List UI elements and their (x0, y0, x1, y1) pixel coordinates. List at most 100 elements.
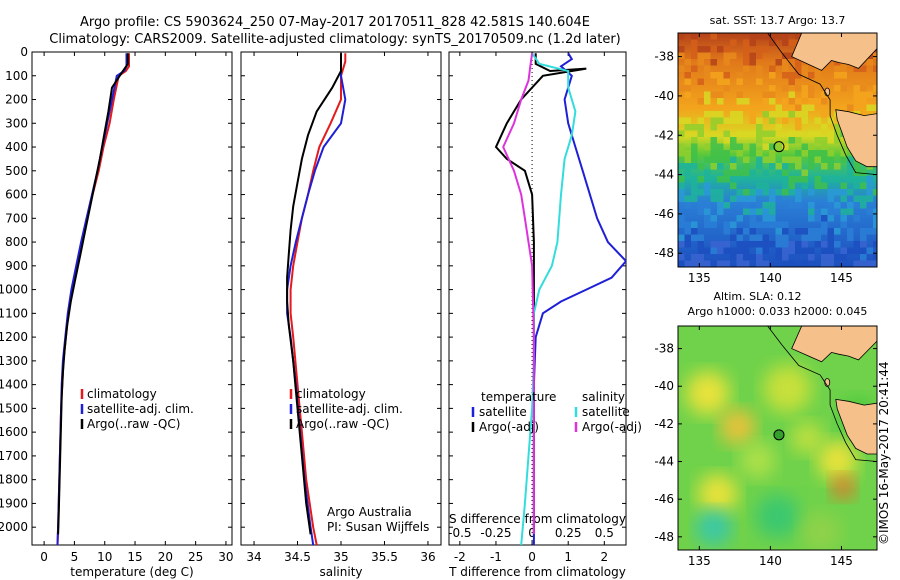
legend-label: Argo(..raw -QC) (296, 417, 389, 431)
sst-cell (782, 169, 789, 176)
sst-cell (769, 156, 776, 163)
sst-cell (736, 241, 743, 248)
sst-cell (795, 156, 802, 163)
sst-cell (873, 208, 877, 215)
sst-cell (691, 52, 698, 59)
y-tick-label: 900 (5, 259, 28, 273)
sst-cell (860, 228, 867, 235)
sst-cell (717, 91, 724, 98)
sst-cell (749, 215, 756, 222)
y-tick-label: 1400 (0, 378, 28, 392)
sst-cell (801, 228, 808, 235)
sst-cell (834, 163, 841, 170)
sst-cell (762, 260, 769, 267)
sst-cell (710, 46, 717, 53)
sst-cell (827, 260, 834, 267)
sla-subtitle: Argo h1000: 0.033 h2000: 0.045 (688, 305, 868, 318)
sst-cell (678, 117, 685, 124)
sst-cell (730, 195, 737, 202)
sst-cell (697, 202, 704, 209)
y-tick-label: 1000 (0, 283, 28, 297)
sst-cell (723, 176, 730, 183)
sst-cell (775, 104, 782, 111)
sst-cell (730, 143, 737, 150)
sst-cell (743, 260, 750, 267)
sst-cell (847, 247, 854, 254)
sla-blob (801, 512, 842, 550)
map-field (678, 33, 877, 267)
x-tick-label: 15 (127, 550, 142, 564)
sst-cell (710, 91, 717, 98)
sst-cell (762, 202, 769, 209)
sst-cell (723, 202, 730, 209)
sst-cell (762, 189, 769, 196)
sst-cell (723, 169, 730, 176)
sst-cell (782, 59, 789, 66)
sst-cell (684, 169, 691, 176)
sst-cell (710, 241, 717, 248)
sst-cell (769, 111, 776, 118)
sst-cell (756, 241, 763, 248)
sst-cell (710, 72, 717, 79)
sst-cell (684, 124, 691, 131)
sst-cell (847, 234, 854, 241)
sst-cell (853, 91, 860, 98)
sst-cell (795, 163, 802, 170)
sst-cell (762, 221, 769, 228)
sst-cell (730, 52, 737, 59)
sst-cell (743, 247, 750, 254)
sst-cell (808, 254, 815, 261)
map-x-tick-label: 135 (688, 271, 711, 285)
sst-cell (775, 247, 782, 254)
sst-cell (762, 234, 769, 241)
sst-cell (684, 234, 691, 241)
sst-cell (704, 111, 711, 118)
sst-cell (691, 156, 698, 163)
sst-cell (834, 85, 841, 92)
sst-cell (749, 143, 756, 150)
sst-cell (749, 111, 756, 118)
sst-cell (827, 137, 834, 144)
sst-cell (723, 52, 730, 59)
sst-cell (743, 104, 750, 111)
sst-cell (827, 78, 834, 85)
sst-cell (743, 156, 750, 163)
sst-cell (801, 260, 808, 267)
sst-cell (821, 137, 828, 144)
sst-cell (697, 124, 704, 131)
sst-cell (808, 85, 815, 92)
sst-cell (717, 117, 724, 124)
sst-cell (782, 117, 789, 124)
sst-map: -38 -40 -42 -44 -46 -48 135 140 145 sat. SST: 13.… (654, 14, 878, 285)
legend-label: Argo(-adj) (479, 420, 539, 434)
sst-cell (769, 215, 776, 222)
header-line-1: Argo profile: CS 5903624_250 07-May-2017… (80, 15, 590, 30)
sst-cell (717, 72, 724, 79)
mainland-land (791, 326, 877, 363)
sst-cell (697, 260, 704, 267)
sst-cell (860, 195, 867, 202)
sst-cell (717, 176, 724, 183)
sst-cell (795, 195, 802, 202)
sst-cell (840, 221, 847, 228)
sst-cell (749, 33, 756, 40)
sst-cell (788, 78, 795, 85)
sst-cell (808, 104, 815, 111)
sst-cell (749, 59, 756, 66)
sst-cell (704, 176, 711, 183)
tasmania-land (835, 109, 877, 168)
top-x-tick-label: -0.5 (448, 526, 471, 540)
sst-cell (697, 98, 704, 105)
sst-cell (775, 111, 782, 118)
sst-cell (840, 189, 847, 196)
sst-cell (801, 182, 808, 189)
sst-cell (782, 247, 789, 254)
y-tick-label: 300 (5, 116, 28, 130)
sst-cell (775, 143, 782, 150)
sst-cell (860, 176, 867, 183)
sst-cell (782, 182, 789, 189)
y-tick-label: 1300 (0, 354, 28, 368)
sst-cell (775, 241, 782, 248)
sst-cell (834, 65, 841, 72)
sst-cell (762, 182, 769, 189)
